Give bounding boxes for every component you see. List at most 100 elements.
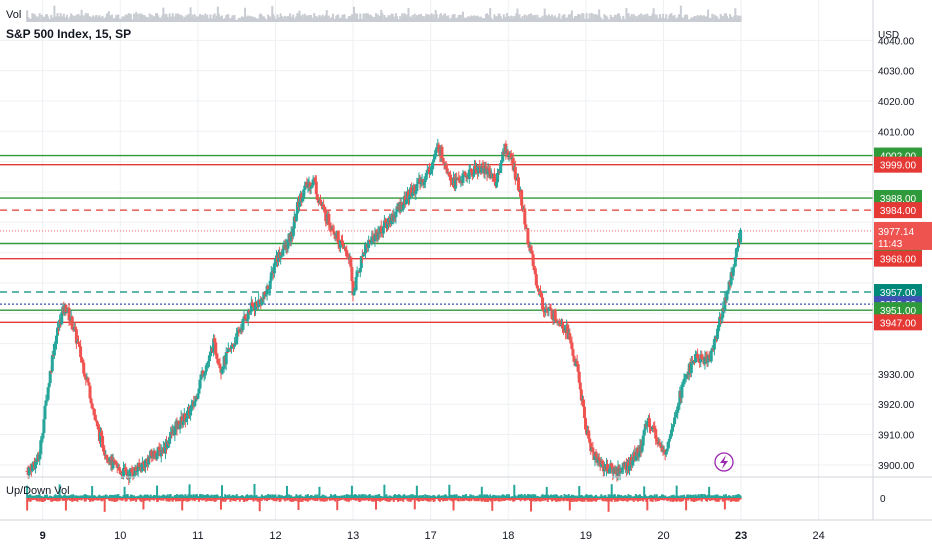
down-vol-bar — [214, 498, 217, 502]
volume-bar — [256, 18, 259, 22]
candle-body — [394, 211, 398, 218]
down-vol-bar — [289, 498, 292, 502]
price-axis[interactable]: 4040.004030.004020.004010.003930.003920.… — [878, 36, 915, 472]
down-vol-bar — [524, 498, 527, 501]
volume-bar — [563, 14, 566, 22]
down-vol-bar — [533, 498, 536, 500]
down-vol-bar — [68, 498, 71, 500]
up-vol-bar — [170, 496, 173, 498]
down-vol-bar — [71, 498, 74, 502]
volume-bar — [406, 14, 409, 22]
down-vol-bar — [189, 498, 192, 500]
up-vol-bar — [564, 496, 567, 498]
volume-bar — [199, 14, 202, 22]
candle-body — [48, 370, 52, 384]
down-vol-bar — [565, 498, 568, 502]
candle-body — [701, 358, 705, 360]
time-axis[interactable]: 9 10 11 12 13 17 18 19 20 23 24 — [40, 530, 825, 542]
up-vol-bar — [382, 496, 385, 498]
down-vol-bar — [196, 498, 199, 500]
down-vol-bar — [648, 498, 651, 500]
down-vol-bar — [274, 498, 277, 501]
lightning-bolt-icon[interactable] — [714, 452, 734, 472]
down-vol-bar — [213, 498, 216, 502]
candle-body — [51, 355, 55, 357]
price-tags: 4002.003999.003988.003984.003973.003968.… — [874, 147, 932, 331]
candle-body — [183, 413, 187, 423]
down-vol-bar — [676, 498, 679, 502]
volume-bar — [545, 17, 548, 22]
volume-bar — [436, 19, 439, 22]
down-vol-bar — [84, 498, 87, 502]
down-vol-bar — [433, 498, 436, 502]
volume-bar — [475, 16, 478, 22]
volume-bar — [351, 14, 354, 22]
down-vol-bar — [42, 498, 45, 502]
up-vol-bar — [360, 494, 363, 498]
volume-bar — [324, 14, 327, 22]
down-vol-bar — [294, 498, 297, 501]
candle-body — [367, 239, 371, 248]
down-vol-bar — [340, 498, 343, 501]
volume-bar — [435, 14, 438, 22]
down-vol-bar — [222, 498, 225, 502]
down-vol-bar — [114, 498, 117, 502]
down-vol-bar — [241, 498, 244, 501]
candle-body — [606, 464, 610, 471]
down-vol-bar — [665, 498, 668, 500]
volume-bar — [480, 17, 483, 22]
down-vol-bar — [188, 498, 191, 502]
volume-bar — [162, 7, 165, 23]
down-vol-bar — [364, 498, 367, 501]
up-vol-bar — [392, 495, 395, 498]
candle-body — [115, 464, 119, 468]
volume-bar — [69, 16, 72, 22]
volume-bar — [395, 16, 398, 22]
up-vol-bar — [508, 494, 511, 498]
volume-bar — [404, 14, 407, 22]
volume-bar — [370, 16, 373, 22]
up-vol-bar — [114, 494, 117, 498]
up-vol-bar — [629, 495, 632, 498]
down-vol-bar — [311, 498, 314, 500]
down-vol-bar — [584, 498, 587, 501]
symbol-title[interactable]: S&P 500 Index, 15, SP — [6, 27, 131, 41]
down-vol-bar — [710, 498, 713, 501]
volume-bar — [735, 19, 738, 22]
candle-body — [245, 319, 249, 321]
up-vol-bar — [93, 495, 96, 498]
up-vol-bar — [58, 484, 61, 498]
volume-bar — [305, 15, 308, 22]
volume-bar — [295, 16, 298, 22]
volume-bar — [210, 19, 213, 22]
volume-bar — [716, 17, 719, 22]
up-vol-bar — [475, 496, 478, 498]
up-vol-bar — [417, 496, 420, 498]
down-vol-bar — [335, 498, 338, 500]
volume-bar — [636, 17, 639, 22]
candle-body — [272, 263, 276, 274]
volume-bar — [92, 15, 95, 22]
volume-bar — [469, 17, 472, 22]
candle-body — [440, 146, 444, 159]
up-vol-bar — [141, 496, 144, 498]
down-vol-bar — [300, 498, 303, 502]
volume-bar — [447, 15, 450, 22]
up-vol-bar — [635, 495, 638, 498]
candle-body — [310, 185, 314, 187]
candle-body — [645, 421, 649, 427]
up-vol-bar — [599, 496, 602, 498]
up-vol-bar — [554, 494, 557, 498]
volume-bar — [189, 7, 192, 22]
candle-body — [484, 166, 488, 169]
volume-bar — [687, 19, 690, 22]
up-vol-bar — [395, 494, 398, 498]
down-vol-bar — [509, 498, 512, 501]
down-vol-bar — [74, 498, 77, 501]
up-vol-bar — [327, 496, 330, 498]
up-vol-bar — [50, 495, 53, 498]
down-vol-bar — [81, 498, 84, 500]
volume-bar — [28, 18, 31, 22]
volume-bar — [438, 14, 441, 22]
